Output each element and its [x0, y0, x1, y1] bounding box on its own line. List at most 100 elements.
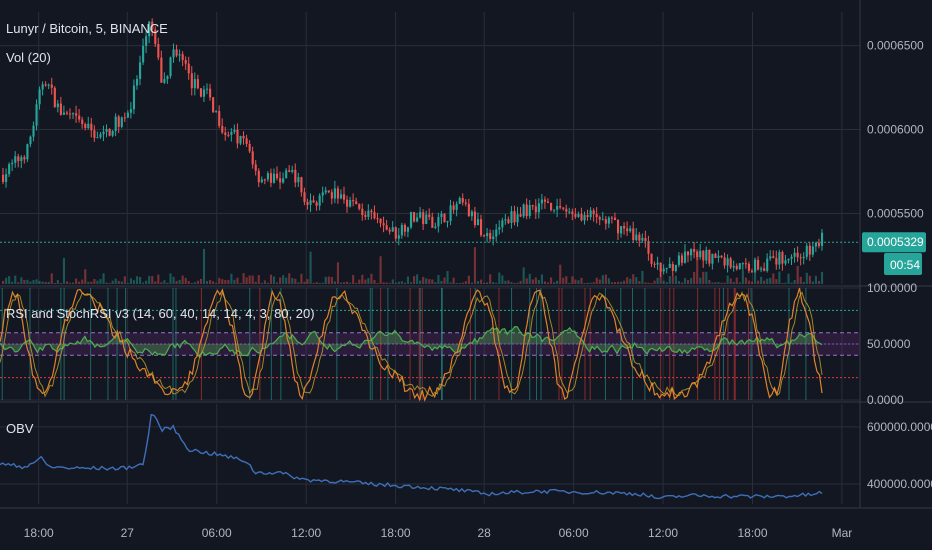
volume-bar — [44, 281, 47, 284]
candle-body — [406, 227, 410, 232]
volume-bar — [187, 281, 190, 284]
candle-body — [489, 232, 492, 240]
candle-body — [87, 123, 90, 129]
volume-bar — [620, 281, 623, 284]
volume-bar — [23, 279, 26, 284]
candle-body — [635, 234, 638, 241]
candle-body — [708, 249, 711, 264]
volume-bar — [589, 282, 592, 284]
volume-bar — [799, 276, 802, 284]
volume-bar — [629, 278, 632, 284]
volume-bar — [550, 277, 553, 284]
candle-body — [537, 203, 540, 213]
volume-bar — [784, 282, 787, 284]
candle-body — [126, 112, 129, 118]
candle-body — [248, 143, 251, 152]
candle-body — [498, 227, 501, 230]
candle-body — [81, 119, 84, 125]
x-tick-label: 06:00 — [202, 526, 232, 540]
volume-bar — [105, 282, 108, 284]
candle-body — [29, 136, 32, 145]
volume-bar — [644, 282, 647, 284]
candle-body — [327, 190, 330, 193]
candle-body — [717, 255, 720, 258]
candle-body — [297, 177, 300, 183]
volume-bar — [793, 280, 796, 284]
candle-body — [732, 265, 735, 268]
candle-body — [309, 200, 312, 205]
volume-bar — [428, 279, 431, 284]
volume-label: Vol (20) — [6, 50, 51, 65]
volume-bar — [291, 277, 294, 284]
candle-body — [504, 219, 507, 221]
candle-body — [790, 256, 793, 259]
volume-bar — [212, 281, 215, 284]
candle-body — [473, 211, 477, 226]
y-tick-label: 0.0006500 — [867, 39, 924, 53]
volume-bar — [59, 282, 62, 284]
volume-bar — [510, 282, 513, 284]
volume-bar — [534, 277, 537, 284]
volume-bar — [720, 282, 723, 284]
candle-body — [775, 257, 778, 265]
candle-body — [154, 29, 157, 45]
volume-bar — [87, 281, 90, 284]
candle-body — [702, 250, 705, 261]
volume-bar — [282, 275, 285, 284]
candle-body — [568, 211, 571, 213]
volume-bar — [486, 282, 489, 284]
x-tick-label: 12:00 — [291, 526, 321, 540]
volume-bar — [635, 277, 638, 284]
volume-bar — [571, 276, 574, 284]
volume-bar — [431, 279, 434, 284]
candle-body — [799, 257, 802, 259]
volume-bar — [507, 280, 510, 284]
candle-body — [129, 109, 132, 113]
volume-bar — [775, 279, 778, 284]
volume-bar — [260, 282, 263, 284]
volume-bar — [626, 277, 629, 284]
candle-body — [671, 263, 674, 271]
volume-bar — [583, 282, 586, 284]
candle-body — [263, 179, 266, 181]
volume-bar — [577, 280, 580, 284]
x-tick-label: 06:00 — [559, 526, 589, 540]
last-price-label: 0.0005329 — [867, 235, 924, 249]
candle-body — [659, 262, 662, 272]
candle-body — [486, 232, 489, 237]
volume-bar — [419, 280, 422, 284]
candle-body — [184, 60, 187, 64]
volume-bar — [160, 282, 163, 284]
candle-body — [160, 57, 163, 83]
candle-body — [501, 220, 504, 228]
candle-body — [723, 257, 726, 266]
volume-bar — [139, 276, 142, 284]
candle-body — [513, 211, 516, 223]
volume-bar — [492, 282, 495, 284]
volume-bar — [233, 279, 236, 284]
candle-body — [145, 36, 148, 46]
candle-body — [193, 79, 196, 89]
volume-bar — [592, 282, 595, 284]
candle-body — [458, 198, 461, 204]
candle-body — [93, 130, 96, 138]
volume-bar — [93, 279, 96, 284]
volume-bar — [489, 274, 492, 284]
candle-body — [14, 156, 17, 163]
volume-bar — [336, 262, 340, 284]
volume-bar — [117, 280, 120, 284]
candle-body — [260, 179, 263, 183]
candle-body — [266, 173, 269, 180]
volume-bar — [65, 281, 69, 284]
candle-body — [470, 211, 473, 217]
candle-body — [120, 117, 123, 127]
candle-body — [434, 226, 437, 228]
volume-bar — [196, 280, 199, 284]
candle-body — [132, 85, 136, 110]
candle-body — [5, 174, 8, 182]
volume-bar — [224, 280, 227, 284]
candle-body — [169, 57, 172, 77]
y-axis-labels: 0.0006500 0.0006000 0.0005500 100.0000 50.00… — [867, 39, 932, 491]
candle-body — [333, 188, 336, 199]
candle-body — [683, 251, 687, 263]
